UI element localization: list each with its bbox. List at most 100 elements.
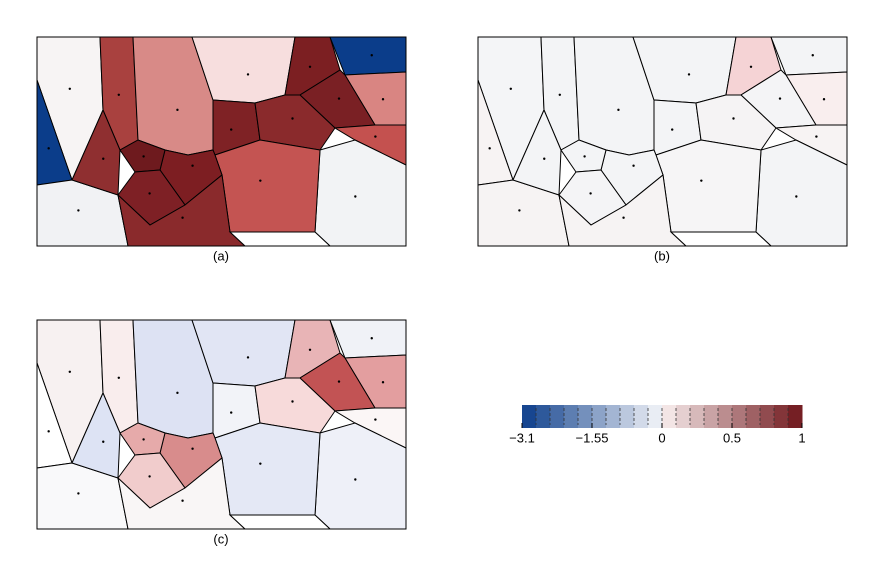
site-point: [617, 108, 620, 112]
voronoi-cell: [669, 231, 773, 247]
colorbar-cell: [760, 405, 775, 428]
site-point: [488, 147, 491, 150]
site-point: [246, 73, 250, 76]
colorbar-cell: [564, 405, 579, 428]
site-point: [370, 337, 373, 340]
site-point: [381, 381, 385, 384]
voronoi-cell: [774, 124, 848, 166]
voronoi-cell: [228, 514, 332, 530]
site-point: [543, 157, 546, 160]
site-point: [68, 370, 72, 373]
site-point: [259, 179, 262, 182]
colorbar-cell: [578, 405, 593, 428]
site-point: [181, 499, 184, 502]
colorbar-cell: [718, 405, 733, 428]
site-point: [518, 209, 521, 212]
site-point: [291, 117, 294, 120]
site-point: [176, 108, 179, 112]
voronoi-cell: [214, 422, 321, 516]
site-point: [370, 54, 373, 57]
colorbar-cell: [788, 405, 803, 428]
site-point: [583, 155, 586, 158]
colorbar-cell: [690, 405, 705, 428]
site-point: [259, 462, 262, 465]
colorbar-tick-label: 0.5: [723, 430, 741, 445]
colorbar-cell: [704, 405, 719, 428]
site-point: [142, 438, 145, 441]
colorbar-cell: [732, 405, 747, 428]
site-point: [815, 135, 818, 138]
site-point: [374, 418, 377, 421]
colorbar-cell: [774, 405, 789, 428]
site-point: [102, 157, 105, 160]
site-point: [47, 147, 50, 150]
colorbar-cell: [536, 405, 551, 428]
site-point: [700, 179, 703, 182]
map-panel: (c): [36, 319, 407, 546]
site-point: [308, 65, 312, 69]
voronoi-cell: [228, 231, 332, 247]
site-point: [246, 356, 250, 359]
site-point: [148, 192, 151, 195]
site-point: [230, 128, 233, 131]
colorbar-cell: [592, 405, 607, 428]
site-point: [354, 478, 357, 481]
map-panel: (a): [36, 36, 407, 263]
map-panel: (b): [477, 36, 848, 263]
voronoi-cell: [333, 124, 407, 166]
site-point: [732, 117, 735, 120]
colorbar-cell: [634, 405, 649, 428]
colorbar-tick-label: −3.1: [509, 430, 535, 445]
site-point: [191, 447, 194, 450]
site-point: [176, 391, 179, 395]
colorbar-cell: [620, 405, 635, 428]
site-point: [632, 164, 635, 167]
voronoi-cell: [117, 174, 247, 247]
voronoi-cell: [333, 407, 407, 449]
site-point: [622, 216, 625, 219]
colorbar-tick-label: 1: [798, 430, 805, 445]
site-point: [117, 376, 121, 379]
site-point: [671, 128, 674, 131]
site-point: [117, 93, 121, 97]
site-point: [509, 87, 512, 91]
site-point: [102, 440, 105, 443]
voronoi-cell: [558, 174, 688, 247]
panel-label: (a): [213, 248, 229, 263]
site-point: [381, 98, 385, 101]
site-point: [687, 73, 691, 76]
site-point: [778, 97, 782, 100]
colorbar-tick-label: −1.55: [576, 430, 609, 445]
site-point: [191, 164, 194, 167]
site-point: [77, 492, 80, 495]
site-point: [337, 97, 341, 100]
site-point: [811, 54, 814, 57]
site-point: [142, 155, 145, 158]
site-point: [148, 475, 151, 478]
colorbar-tick-label: 0: [658, 430, 665, 445]
site-point: [77, 209, 80, 212]
voronoi-cell: [329, 36, 407, 76]
voronoi-cell: [117, 457, 247, 530]
site-point: [354, 195, 357, 198]
colorbar-cell: [676, 405, 691, 428]
panel-label: (b): [654, 248, 670, 263]
colorbar-cell: [648, 405, 663, 428]
voronoi-cell: [329, 319, 407, 359]
site-point: [47, 430, 50, 433]
voronoi-cell: [655, 139, 762, 233]
voronoi-cell: [770, 36, 848, 76]
site-point: [308, 348, 312, 351]
site-point: [291, 400, 294, 403]
site-point: [68, 87, 72, 91]
colorbar-cell: [606, 405, 621, 428]
colorbar-cell: [746, 405, 761, 428]
site-point: [749, 65, 753, 69]
panel-label: (c): [213, 531, 228, 546]
site-point: [181, 216, 184, 219]
site-point: [589, 192, 592, 195]
site-point: [558, 93, 561, 97]
colorbar-cell: [662, 405, 677, 428]
site-point: [337, 380, 341, 383]
